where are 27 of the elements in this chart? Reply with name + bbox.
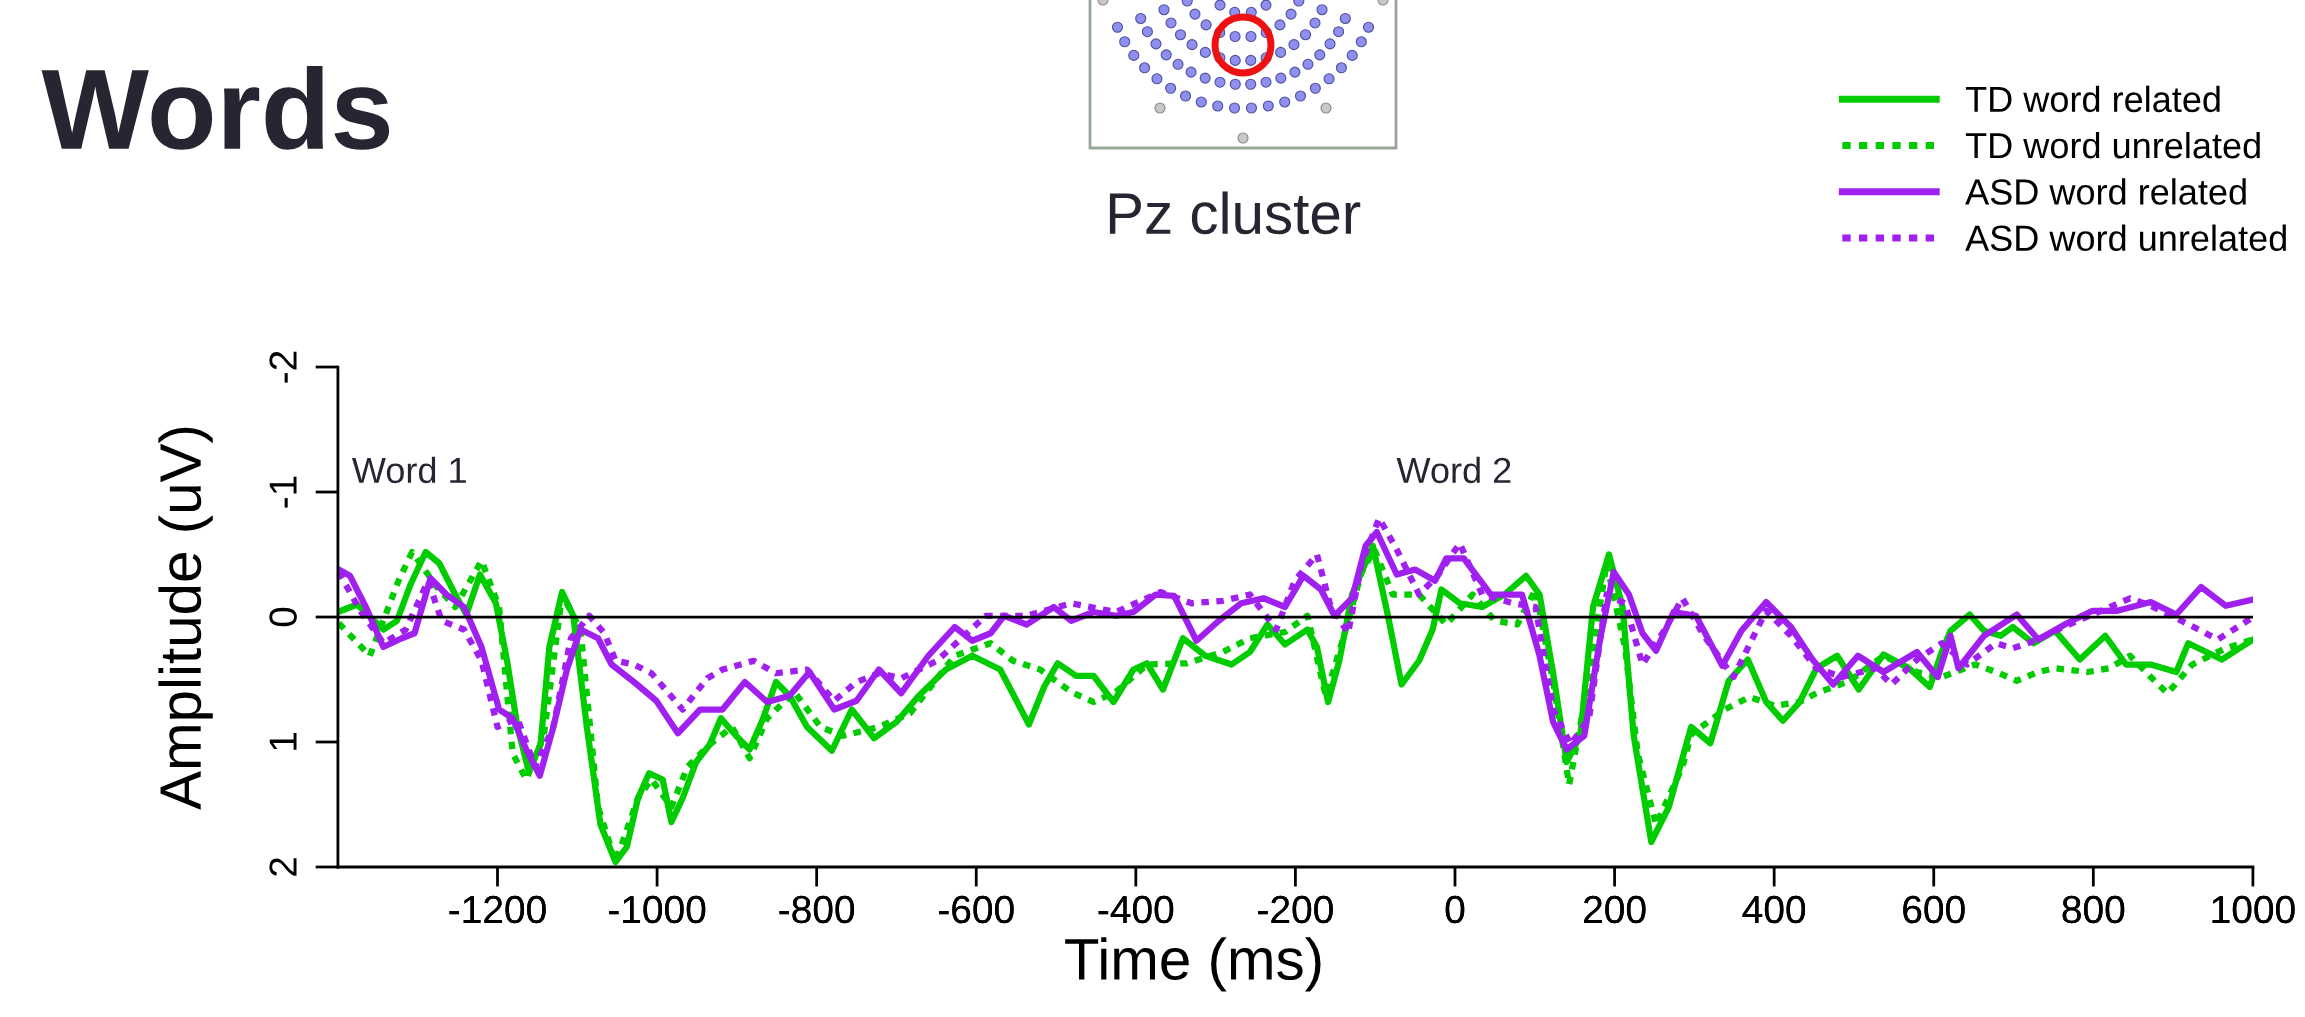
y-axis-title: Amplitude (uV) xyxy=(158,427,213,810)
legend-label: ASD word unrelated xyxy=(1965,224,2286,252)
x-tick-label: -200 xyxy=(1258,895,1333,924)
chart-subtitle: Pz cluster xyxy=(1109,191,1361,235)
y-tick-label: -1 xyxy=(269,476,297,508)
x-axis-title: Time (ms) xyxy=(1065,937,1321,992)
chart-title: Words xyxy=(41,66,390,150)
legend-label: TD word unrelated xyxy=(1965,131,2260,159)
y-tick-label: 1 xyxy=(269,733,297,750)
x-tick-label: 1000 xyxy=(2212,895,2295,924)
x-tick-label: 200 xyxy=(1584,895,1646,924)
legend-label: TD word related xyxy=(1965,85,2220,113)
y-tick-label: -2 xyxy=(269,351,297,383)
y-tick-label: 2 xyxy=(269,858,297,876)
x-tick-label: -1200 xyxy=(449,895,546,924)
annotation: Word 2 xyxy=(1396,456,1511,484)
x-tick-label: 400 xyxy=(1742,895,1806,924)
annotation: Word 1 xyxy=(352,456,466,484)
x-tick-label: -1000 xyxy=(609,895,706,924)
x-tick-label: -600 xyxy=(939,895,1014,924)
y-tick-label: 0 xyxy=(269,607,297,627)
x-tick-label: 600 xyxy=(1903,895,1965,924)
x-tick-label: 0 xyxy=(1445,895,1465,924)
x-tick-label: -800 xyxy=(779,895,855,924)
legend-label: ASD word related xyxy=(1965,178,2246,205)
x-tick-label: -400 xyxy=(1098,895,1174,924)
x-tick-label: 800 xyxy=(2062,895,2125,924)
